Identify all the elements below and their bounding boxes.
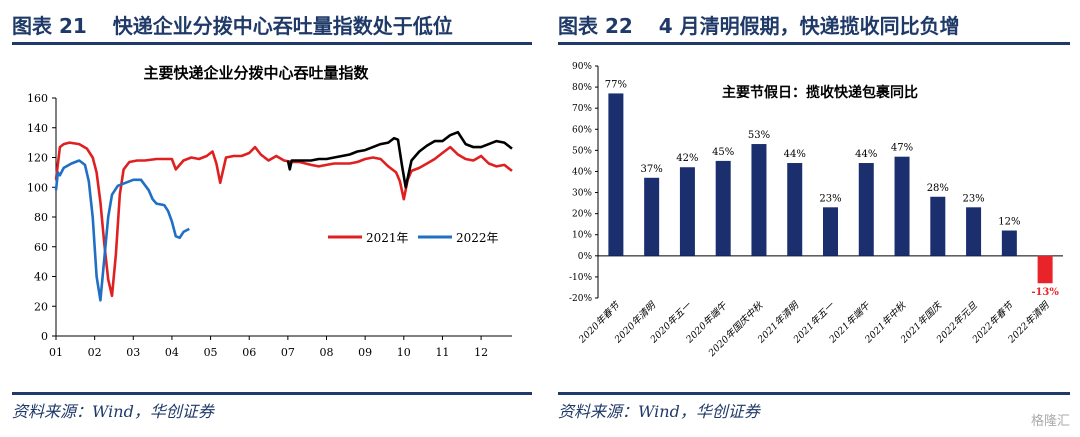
left-top-rule bbox=[12, 42, 532, 45]
bar-value-label: 44% bbox=[855, 149, 877, 160]
y-tick-label: 80 bbox=[34, 211, 48, 224]
bar-value-label: 23% bbox=[819, 193, 841, 204]
right-figure-caption: 4 月清明假期，快递揽收同比负增 bbox=[658, 14, 960, 38]
bar-value-label: 77% bbox=[605, 79, 627, 90]
bar bbox=[966, 207, 982, 256]
chart-title: 主要节假日：揽收快递包裹同比 bbox=[722, 84, 918, 101]
left-source-note: 资料来源：Wind，华创证券 bbox=[12, 402, 214, 421]
left-figure-caption: 快递企业分拨中心吞吐量指数处于低位 bbox=[112, 14, 453, 38]
y-tick-label: 80% bbox=[572, 83, 592, 93]
right-figure-label: 图表 22 bbox=[558, 14, 633, 38]
y-tick-label: 40% bbox=[572, 167, 592, 177]
bar-value-label: 28% bbox=[927, 183, 949, 194]
y-tick-label: 120 bbox=[27, 152, 48, 165]
x-tick-label: 03 bbox=[126, 346, 140, 359]
x-tick-label: 10 bbox=[397, 346, 411, 359]
y-tick-label: 160 bbox=[27, 92, 48, 105]
x-tick-label: 09 bbox=[358, 346, 372, 359]
bar-value-label: 12% bbox=[998, 217, 1020, 228]
bar bbox=[858, 163, 874, 256]
y-tick-label: 100 bbox=[27, 181, 48, 194]
bar-value-label: 23% bbox=[962, 193, 984, 204]
bar bbox=[644, 177, 660, 256]
y-tick-label: 60% bbox=[572, 125, 592, 135]
x-tick-label: 05 bbox=[204, 346, 218, 359]
left-figure-panel: 图表 21 快递企业分拨中心吞吐量指数处于低位 主要快递企业分拨中心吞吐量指数 0 2… bbox=[12, 0, 532, 437]
bar bbox=[608, 93, 624, 256]
bar bbox=[1001, 230, 1017, 256]
y-tick-label: 30% bbox=[572, 189, 592, 199]
x-tick-label: 04 bbox=[165, 346, 179, 359]
y-tick-label: 140 bbox=[27, 122, 48, 135]
bar-value-label: -13% bbox=[1031, 287, 1059, 298]
bar-value-label: 45% bbox=[712, 147, 734, 158]
y-tick-label: 70% bbox=[572, 104, 592, 114]
y-tick-label: 40 bbox=[34, 271, 48, 284]
y-tick-label: 0 bbox=[41, 330, 48, 343]
bar bbox=[679, 167, 695, 256]
x-tick-label: 01 bbox=[49, 346, 63, 359]
x-tick-label: 11 bbox=[435, 346, 449, 359]
x-tick-label: 02 bbox=[88, 346, 102, 359]
bar-value-label: 42% bbox=[676, 153, 698, 164]
right-source-note: 资料来源：Wind，华创证券 bbox=[558, 402, 760, 421]
right-top-rule bbox=[558, 42, 1070, 45]
bar-value-label: 53% bbox=[748, 130, 770, 141]
right-figure-title: 图表 22 4 月清明假期，快递揽收同比负增 bbox=[558, 10, 960, 39]
left-figure-label: 图表 21 bbox=[12, 14, 87, 38]
legend-label: 2022年 bbox=[456, 231, 499, 245]
watermark-logo: 格隆汇 bbox=[1030, 414, 1070, 429]
y-tick-label: -10% bbox=[569, 273, 592, 283]
bar bbox=[894, 156, 910, 256]
throughput-line-chart: 主要快递企业分拨中心吞吐量指数 0 20 40 60 80 100 120 140 160 01 02… bbox=[27, 64, 513, 359]
y-tick-label: 50% bbox=[572, 146, 592, 156]
bar bbox=[1037, 255, 1053, 284]
y-tick-label: 90% bbox=[572, 62, 592, 72]
bar-value-label: 37% bbox=[641, 164, 663, 175]
bar bbox=[751, 144, 767, 256]
holiday-yoy-bar-chart: -20% -10% 0% 10% 20% 30% 40% 50% 60% 70% 80% 90% 主要节… bbox=[569, 62, 1063, 360]
y-tick-label: -20% bbox=[569, 294, 592, 304]
bar-value-label: 44% bbox=[784, 149, 806, 160]
right-bottom-rule bbox=[558, 392, 1070, 395]
bar bbox=[930, 196, 946, 256]
bar-value-label: 47% bbox=[891, 143, 913, 154]
left-bottom-rule bbox=[12, 392, 532, 395]
chart-title: 主要快递企业分拨中心吞吐量指数 bbox=[143, 64, 369, 82]
right-figure-panel: 图表 22 4 月清明假期，快递揽收同比负增 -20% -10% 0% 10% 20% 30… bbox=[558, 0, 1070, 437]
y-tick-label: 60 bbox=[34, 241, 48, 254]
y-tick-label: 10% bbox=[572, 231, 592, 241]
series-unlabeled-line bbox=[286, 130, 513, 189]
legend-label: 2021年 bbox=[366, 231, 409, 245]
y-tick-label: 20% bbox=[572, 210, 592, 220]
x-tick-label: 08 bbox=[320, 346, 334, 359]
x-tick-label: 12 bbox=[474, 346, 488, 359]
y-tick-label: 0% bbox=[578, 252, 593, 262]
series-2021-line bbox=[54, 141, 513, 298]
bar bbox=[715, 160, 731, 256]
bar bbox=[823, 207, 838, 256]
left-figure-title: 图表 21 快递企业分拨中心吞吐量指数处于低位 bbox=[12, 10, 453, 39]
series-2022-line bbox=[54, 159, 190, 302]
y-tick-label: 20 bbox=[34, 300, 48, 313]
x-tick-label: 07 bbox=[281, 346, 295, 359]
x-tick-label: 06 bbox=[242, 346, 256, 359]
bar bbox=[787, 163, 803, 256]
